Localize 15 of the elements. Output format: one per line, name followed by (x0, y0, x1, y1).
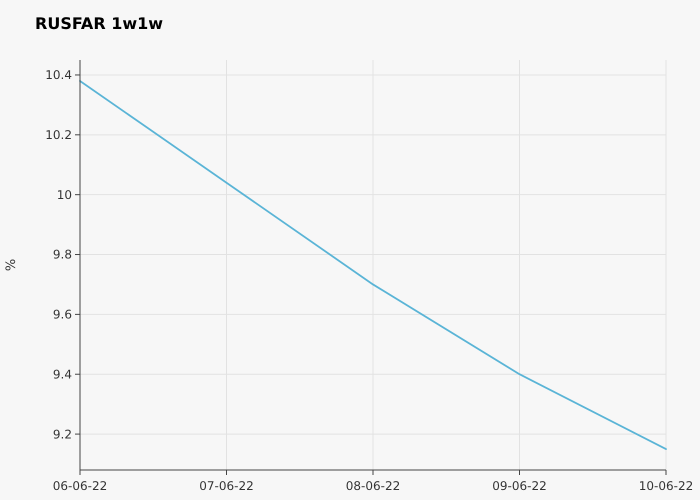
x-tick-label: 08-06-22 (346, 479, 400, 493)
y-tick-label: 9.4 (52, 367, 72, 382)
chart-title: RUSFAR 1w1w (35, 14, 164, 33)
y-tick-label: 9.6 (52, 308, 72, 322)
y-tick-label: 10.2 (45, 128, 72, 142)
line-series (79, 80, 667, 450)
y-tick-label: 9.2 (52, 427, 72, 442)
y-tick-label: 10 (56, 188, 72, 202)
y-tick-label: 10.4 (45, 68, 72, 82)
x-tick-label: 09-06-22 (492, 479, 547, 493)
y-axis-title: % (4, 258, 19, 272)
x-tick-label: 06-06-22 (52, 479, 108, 493)
y-tick-label: 9.8 (52, 248, 72, 262)
x-tick-label: 07-06-22 (199, 479, 254, 493)
x-tick-label: 10-06-22 (638, 479, 694, 493)
